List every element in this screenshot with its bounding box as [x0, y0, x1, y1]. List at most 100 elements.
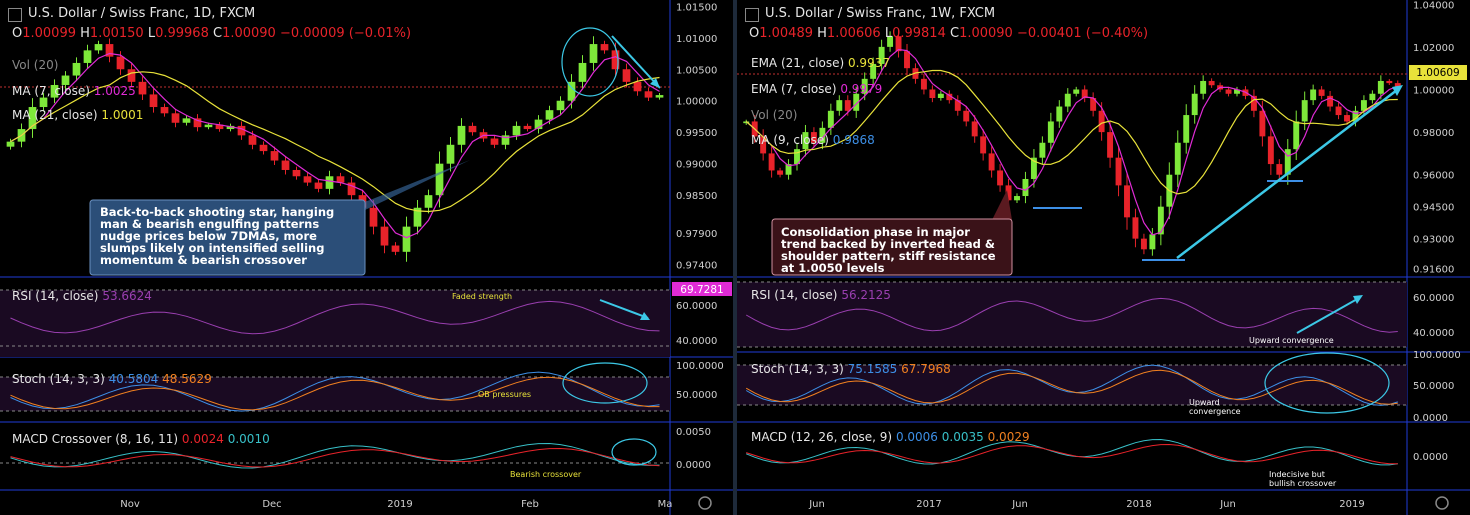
indicator-tick-label: 100.0000: [1413, 350, 1461, 361]
time-tick-label: 2019: [387, 499, 412, 510]
candle-body: [1267, 136, 1274, 165]
candle-body: [149, 94, 158, 108]
stoch-band: [0, 377, 670, 411]
weekly-ohlc: O1.00489 H1.00606 L0.99814 C1.00090 −0.0…: [749, 26, 1148, 41]
rsi-legend: RSI (14, close) 56.2125: [751, 288, 891, 302]
candle-body: [259, 144, 268, 152]
rsi-line: [745, 297, 1398, 333]
o-label: O: [12, 26, 23, 41]
price-tick-label: 0.99000: [676, 160, 717, 171]
candle-body: [878, 46, 885, 64]
candle-body: [589, 44, 598, 63]
daily-time-axis: Nov Dec 2019 Feb Ma: [120, 499, 672, 510]
price-tick-label: 0.98500: [676, 191, 717, 202]
candle-body: [391, 245, 400, 252]
ma21-label: MA (21, close): [12, 108, 98, 122]
candle-body: [501, 135, 510, 145]
candle-body: [870, 63, 877, 79]
candle-body: [303, 176, 312, 183]
time-tick-label: 2019: [1339, 499, 1364, 510]
time-tick-label: Jun: [1011, 499, 1028, 510]
ma7-value: 1.0025: [93, 84, 136, 98]
l-value: 0.99968: [155, 26, 209, 41]
collapse-icon[interactable]: [745, 8, 759, 22]
daily-candles: [6, 36, 664, 262]
ma7-label: MA (7, close): [12, 84, 90, 98]
stoch-k-value: 75.1585: [847, 362, 898, 376]
candle-body: [1022, 178, 1029, 197]
candle-body: [622, 69, 631, 82]
candle-body: [336, 176, 345, 183]
daily-chart-panel[interactable]: 1.01500 1.01000 1.00500 1.00000 0.99500 0.990…: [0, 0, 733, 515]
annotation-text: Back-to-back shooting star, hanging man …: [100, 205, 335, 267]
candle-body: [644, 91, 653, 98]
candle-body: [1174, 142, 1181, 175]
candle-body: [39, 97, 48, 108]
price-tick-label: 1.00000: [1413, 85, 1454, 96]
candle-body: [633, 81, 642, 92]
indicator-tick-label: 50.0000: [676, 390, 717, 401]
candle-body: [424, 195, 433, 208]
daily-chart-svg[interactable]: 1.01500 1.01000 1.00500 1.00000 0.99500 0.990…: [0, 0, 733, 515]
price-tick-label: 0.96000: [1413, 171, 1454, 182]
indicator-tick-label: 0.0050: [676, 427, 711, 438]
price-tick-label: 0.98000: [1413, 128, 1454, 139]
candle-body: [895, 36, 902, 52]
l-label: L: [884, 26, 893, 41]
ema7-legend: EMA (7, close) 0.9979: [751, 82, 882, 96]
stoch-legend: Stoch (14, 3, 3) 40.5804 48.5629: [12, 372, 212, 386]
rsi-note: Upward convergence: [1249, 336, 1334, 345]
macd-label: MACD Crossover (8, 16, 11): [12, 432, 179, 446]
weekly-price-axis: 1.04000 1.02000 1.00000 0.98000 0.96000 0.945…: [1413, 0, 1461, 463]
candle-body: [1081, 89, 1088, 99]
candle-body: [1352, 110, 1359, 122]
candle-body: [785, 164, 792, 175]
candle-body: [116, 56, 125, 70]
macd-note: Bearish crossover: [510, 470, 582, 479]
candle-body: [1250, 95, 1257, 111]
candle-body: [6, 141, 15, 147]
rsi-arrowhead: [1353, 295, 1363, 304]
h-label: H: [80, 26, 90, 41]
candle-body: [777, 170, 784, 175]
candle-body: [1369, 93, 1376, 101]
candle-body: [28, 107, 37, 130]
settings-gear-icon[interactable]: [698, 496, 712, 510]
time-tick-label: 2018: [1126, 499, 1151, 510]
settings-gear-icon[interactable]: [1435, 496, 1449, 510]
time-tick-label: Dec: [262, 499, 281, 510]
candle-body: [887, 36, 894, 47]
time-tick-label: Feb: [521, 499, 539, 510]
price-tick-label: 0.91600: [1413, 264, 1454, 275]
candle-body: [971, 121, 978, 137]
weekly-chart-panel[interactable]: 1.04000 1.02000 1.00000 0.98000 0.96000 0.945…: [737, 0, 1470, 515]
macd-signal-line: [10, 447, 660, 468]
indicator-tick-label: 0.0000: [1413, 413, 1448, 424]
macd-label: MACD (12, 26, close, 9): [751, 430, 893, 444]
indicator-tick-label: 40.0000: [676, 336, 717, 347]
candle-body: [954, 100, 961, 111]
c-label: C: [949, 26, 960, 41]
o-value: 1.00489: [759, 26, 813, 41]
h-value: 1.00150: [89, 26, 144, 41]
candle-body: [1183, 115, 1190, 143]
bearish-arrowhead: [650, 78, 660, 88]
candle-body: [1064, 93, 1071, 107]
candle-body: [1140, 238, 1147, 250]
candle-body: [1191, 93, 1198, 116]
candle-body: [997, 170, 1004, 186]
candle-body: [1107, 132, 1114, 158]
candle-body: [861, 78, 868, 94]
bearish-arrow: [611, 35, 661, 89]
candle-body: [1208, 80, 1215, 86]
time-tick-label: Ma: [658, 499, 673, 510]
h-value: 1.00606: [826, 26, 881, 41]
collapse-icon[interactable]: [8, 8, 22, 22]
ma9-legend: MA (9, close) 0.9868: [751, 133, 875, 147]
candle-body: [946, 93, 953, 101]
candle-body: [904, 51, 910, 69]
weekly-chart-svg[interactable]: 1.04000 1.02000 1.00000 0.98000 0.96000 0.945…: [737, 0, 1470, 515]
candle-body: [1335, 106, 1342, 116]
ma9-value: 0.9868: [832, 133, 875, 147]
macd-v2: 0.0035: [941, 430, 984, 444]
